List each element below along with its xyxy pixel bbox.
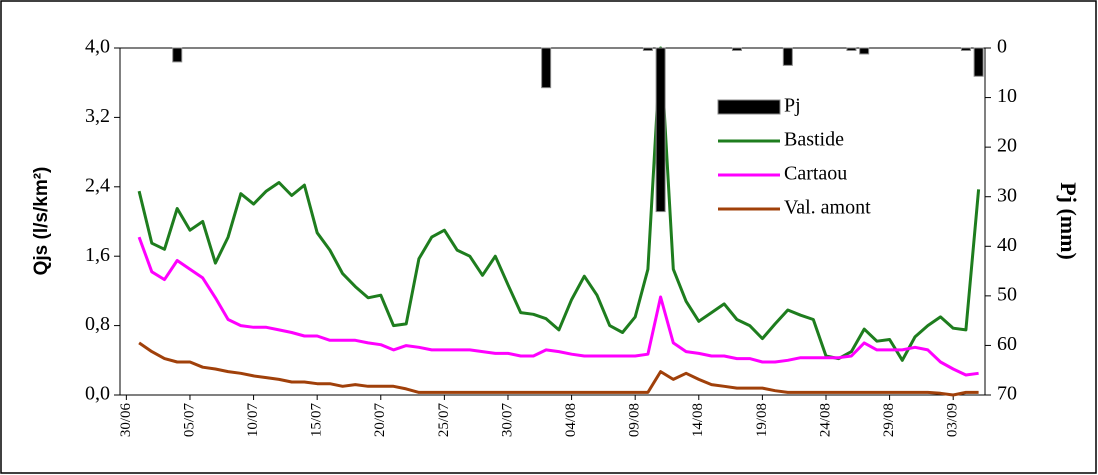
x-tick-label: 30/07 xyxy=(499,403,515,438)
legend-label: Cartaou xyxy=(784,163,847,185)
x-tick-label: 20/07 xyxy=(372,403,388,438)
y2-tick-label: 10 xyxy=(997,85,1017,107)
x-tick-label: 15/07 xyxy=(309,403,325,438)
x-tick-label: 19/08 xyxy=(754,403,770,437)
bar xyxy=(655,47,666,213)
y2-tick-label: 70 xyxy=(997,383,1017,405)
legend-swatch xyxy=(717,99,781,115)
legend-label: Pj xyxy=(784,95,801,117)
x-tick-label: 25/07 xyxy=(436,403,452,438)
x-tick-label: 24/08 xyxy=(817,403,833,437)
y2-tick-label: 60 xyxy=(997,333,1017,355)
plot-area xyxy=(119,47,986,396)
x-tick-label: 10/07 xyxy=(245,403,261,438)
y-tick-label: 3,2 xyxy=(85,105,110,127)
bar xyxy=(960,47,971,51)
y-axis-title: Qjs (l/s/km²) xyxy=(31,167,52,276)
x-tick-label: 05/07 xyxy=(181,403,197,438)
y2-axis-title: Pj (mm) xyxy=(1056,182,1081,260)
y2-tick-label: 30 xyxy=(997,184,1017,206)
legend-label: Val. amont xyxy=(784,197,871,219)
y2-tick-label: 0 xyxy=(997,36,1007,58)
legend-label: Bastide xyxy=(784,129,844,151)
x-tick-label: 30/06 xyxy=(118,403,134,438)
y2-tick-label: 20 xyxy=(997,135,1017,157)
y2-tick-label: 40 xyxy=(997,234,1017,256)
bar xyxy=(172,47,183,63)
bar xyxy=(859,47,870,55)
y-tick-label: 4,0 xyxy=(85,36,110,58)
bar xyxy=(846,47,857,51)
x-tick-label: 04/08 xyxy=(563,403,579,437)
y-tick-label: 0,0 xyxy=(85,383,110,405)
bar xyxy=(731,47,742,51)
y-tick-label: 1,6 xyxy=(85,244,110,266)
x-tick-label: 09/08 xyxy=(627,403,643,437)
bar xyxy=(642,47,653,51)
y2-tick-label: 50 xyxy=(997,283,1017,305)
series-line xyxy=(137,236,979,377)
bar xyxy=(973,47,984,77)
bar xyxy=(541,47,552,89)
x-tick-label: 03/09 xyxy=(945,403,961,437)
y-tick-label: 2,4 xyxy=(85,174,110,196)
x-tick-label: 29/08 xyxy=(881,403,897,437)
y-tick-label: 0,8 xyxy=(85,313,110,335)
x-tick-label: 14/08 xyxy=(690,403,706,437)
series-line xyxy=(138,341,979,397)
bar xyxy=(782,47,793,66)
